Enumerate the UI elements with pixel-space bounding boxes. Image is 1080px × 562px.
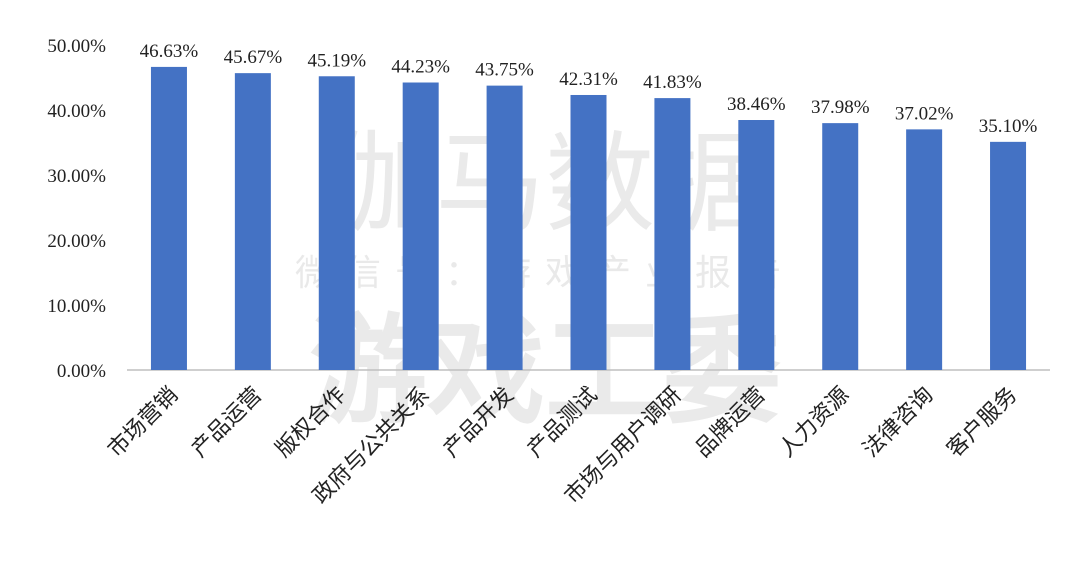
data-label: 37.02% xyxy=(895,103,954,124)
x-tick-label: 产品运营 xyxy=(187,383,267,463)
watermark-committee: 游戏工委 xyxy=(309,302,781,440)
x-tick-label: 客户服务 xyxy=(942,383,1022,463)
data-label: 35.10% xyxy=(979,116,1038,137)
bar xyxy=(150,66,187,370)
y-axis: 0.00% 10.00% 20.00% 30.00% 40.00% 50.00% xyxy=(47,36,106,382)
bar xyxy=(486,85,523,370)
bar xyxy=(402,82,439,370)
watermark-brand: 伽马数据 xyxy=(325,120,765,248)
y-tick-label: 20.00% xyxy=(47,231,106,252)
bar xyxy=(654,98,691,370)
data-label: 46.63% xyxy=(140,41,199,62)
bar xyxy=(738,120,775,370)
x-tick-label: 人力资源 xyxy=(775,383,855,463)
data-label: 44.23% xyxy=(391,57,450,78)
x-tick-label: 市场营销 xyxy=(103,383,183,463)
y-tick-label: 0.00% xyxy=(57,361,106,382)
x-tick-label: 法律咨询 xyxy=(858,383,938,463)
bar xyxy=(822,123,859,370)
y-tick-label: 10.00% xyxy=(47,296,106,317)
bar xyxy=(318,76,355,370)
data-label: 45.19% xyxy=(307,50,366,71)
bar xyxy=(234,73,271,371)
y-tick-label: 50.00% xyxy=(47,36,106,57)
data-label: 45.67% xyxy=(224,47,283,68)
bar xyxy=(570,94,607,371)
bar xyxy=(906,129,943,370)
data-label: 38.46% xyxy=(727,94,786,115)
y-tick-label: 40.00% xyxy=(47,101,106,122)
data-label: 41.83% xyxy=(643,72,702,93)
data-labels: 46.63% 45.67% 45.19% 44.23% 43.75% 42.31% 41.8… xyxy=(140,41,1038,137)
data-label: 37.98% xyxy=(811,97,870,118)
y-tick-label: 30.00% xyxy=(47,166,106,187)
data-label: 43.75% xyxy=(475,60,534,81)
data-label: 42.31% xyxy=(559,69,618,90)
watermark-wechat: 微信号：游戏产业报告 xyxy=(295,253,795,294)
bar-series xyxy=(150,66,1027,371)
bar xyxy=(990,141,1027,370)
watermark-layer: 伽马数据 微信号：游戏产业报告 游戏工委 xyxy=(295,120,795,440)
